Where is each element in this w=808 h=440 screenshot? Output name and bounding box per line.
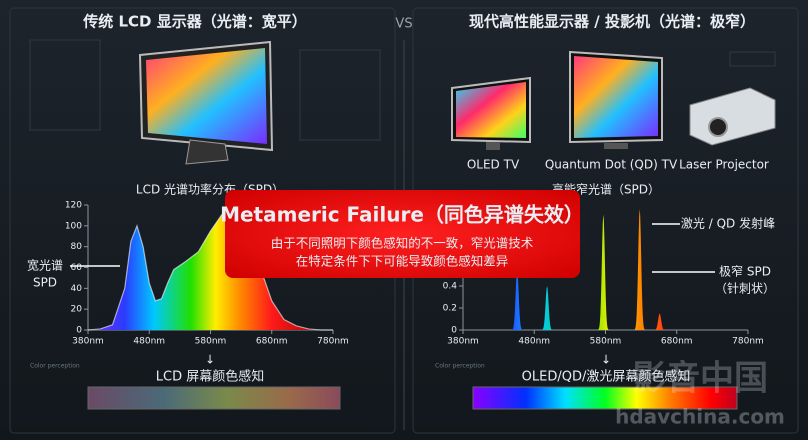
annotation: 激光 / QD 发射峰: [681, 216, 775, 231]
banner-text: 在特定条件下下可能导致颜色感知差异: [296, 254, 509, 269]
device-icons: [451, 50, 776, 150]
left-title: 传统 LCD 显示器（光谱：宽平）: [82, 13, 306, 31]
x-tick-label: 380nm: [447, 337, 479, 347]
arrow: ↓: [601, 353, 611, 367]
y-tick-label: 40: [71, 284, 83, 294]
y-tick-label: 100: [65, 221, 82, 231]
right-title: 现代高性能显示器 / 投影机（光谱：极窄）: [469, 13, 755, 31]
perception-label: Color perception: [30, 363, 80, 370]
spectrum-spike: [537, 286, 558, 330]
annotation: SPD: [33, 276, 57, 290]
spectrum-spike: [507, 269, 528, 330]
x-tick-label: 480nm: [133, 337, 165, 347]
y-tick-label: 0: [451, 326, 457, 336]
banner-title: Metameric Failure（同色异谱失效）: [220, 203, 584, 227]
annotation: 宽光谱: [27, 258, 63, 273]
y-tick-label: 0.2: [443, 304, 457, 314]
y-tick-label: 120: [65, 201, 82, 211]
device-label: Quantum Dot (QD) TV: [545, 158, 678, 172]
y-tick-label: 0.4: [443, 282, 458, 292]
banner-text: 由于不同照明下颜色感知的不一致，窄光谱技术: [271, 236, 534, 251]
spectrum-spike: [649, 313, 670, 330]
banner: [225, 190, 580, 278]
x-tick-label: 680nm: [661, 337, 693, 347]
x-tick-label: 780nm: [732, 337, 764, 347]
chart-title: 高能窄光谱（SPD）: [552, 182, 660, 197]
lcd-monitor: [29, 39, 381, 165]
x-tick-label: 580nm: [590, 337, 622, 347]
x-tick-label: 680nm: [256, 337, 288, 347]
y-tick-label: 60: [71, 263, 83, 273]
watermark: 影音中国: [632, 359, 768, 399]
left-caption: LCD 屏幕颜色感知: [156, 369, 264, 385]
vs: VS: [395, 17, 412, 32]
arrow: ↓: [205, 353, 215, 367]
spectrum-line: [87, 209, 333, 331]
x-tick-label: 480nm: [518, 337, 550, 347]
x-tick-label: 380nm: [72, 337, 104, 347]
spectrum-spike: [593, 214, 614, 330]
color-bar: [472, 386, 738, 410]
annotation: 极窄 SPD: [719, 264, 771, 279]
x-tick-label: 580nm: [195, 337, 227, 347]
x-tick-label: 780nm: [317, 337, 349, 347]
device-label: Laser Projector: [679, 158, 769, 172]
spectrum-area: [88, 210, 333, 330]
device-label: OLED TV: [467, 158, 520, 172]
y-tick-label: 0: [76, 326, 82, 336]
color-bar: [87, 386, 341, 410]
y-tick-label: 80: [71, 242, 83, 252]
right-caption: OLED/QD/激光屏幕颜色感知: [522, 369, 691, 385]
perception-label: Color perception: [435, 363, 485, 370]
y-tick-label: 20: [71, 305, 83, 315]
spectrum-spike: [629, 209, 650, 330]
watermark: hdavchina.com: [615, 405, 785, 429]
annotation: （针刺状）: [715, 281, 775, 296]
